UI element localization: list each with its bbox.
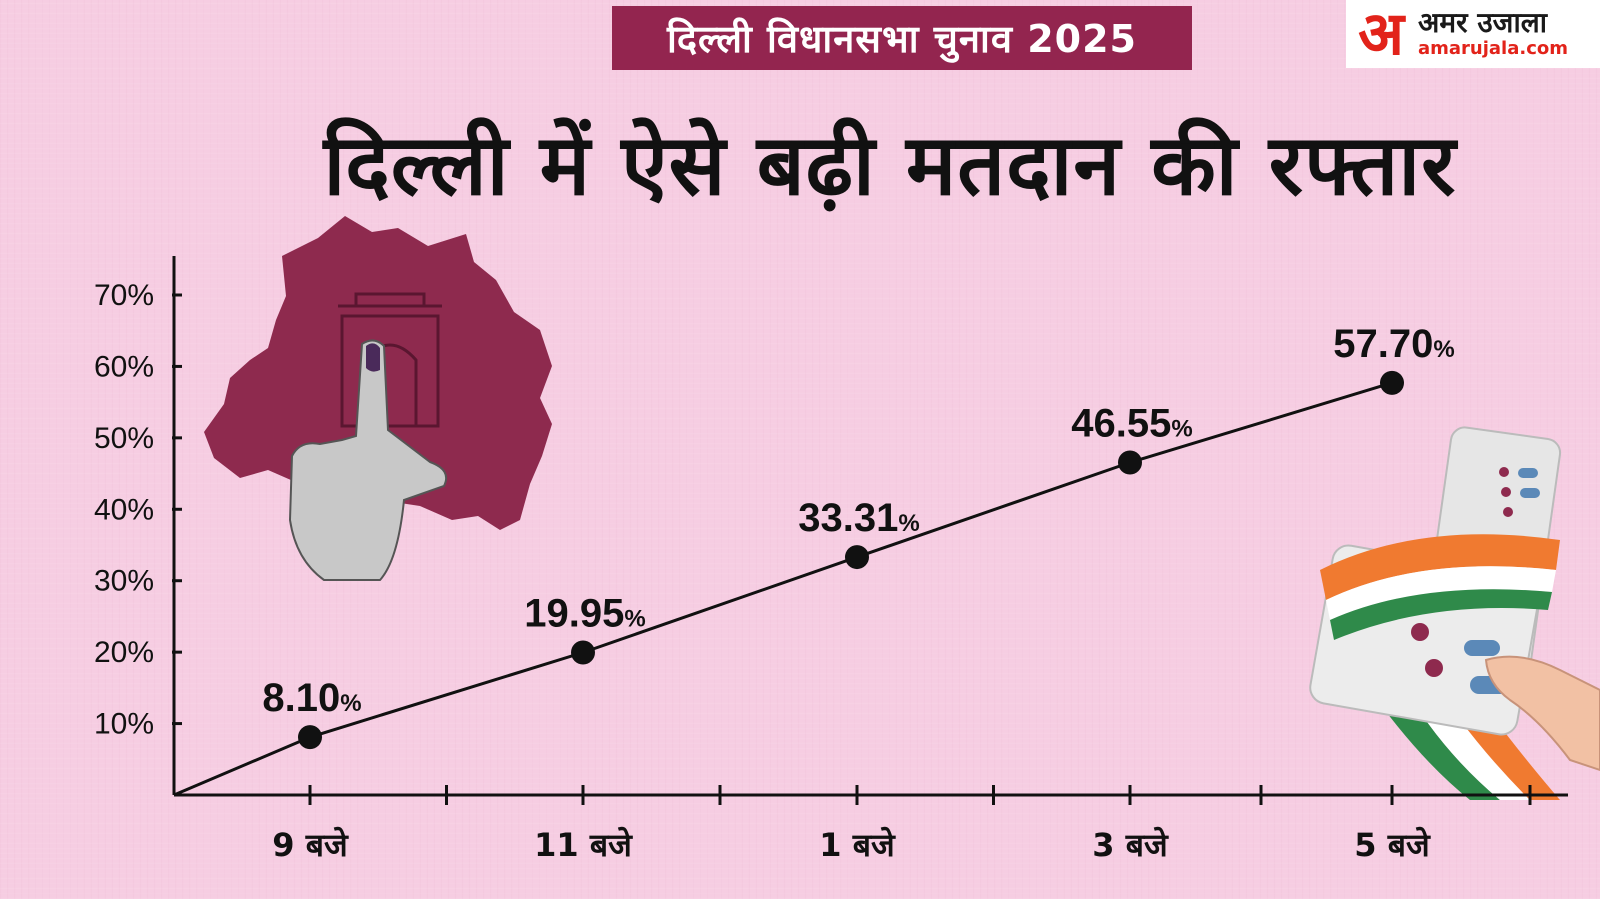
evm-illustration xyxy=(1309,426,1600,800)
y-tick-label: 70% xyxy=(94,279,154,312)
inked-finger-icon xyxy=(288,339,448,581)
y-tick-label: 30% xyxy=(94,565,154,598)
y-tick-label: 40% xyxy=(94,493,154,526)
y-tick-label: 50% xyxy=(94,422,154,455)
x-tick-label: 9 बजे xyxy=(272,826,349,864)
data-label: 46.55% xyxy=(1071,402,1192,446)
page-title: दिल्ली में ऐसे बढ़ी मतदान की रफ्तार xyxy=(323,116,1457,214)
banner-title: दिल्ली विधानसभा चुनाव 2025 xyxy=(667,17,1137,61)
data-label: 8.10% xyxy=(262,676,361,720)
turnout-line xyxy=(173,381,1393,797)
logo-name: अमर उजाला xyxy=(1418,6,1547,39)
data-label: 33.31% xyxy=(798,496,919,540)
data-point xyxy=(571,640,595,665)
x-tick-label: 5 बजे xyxy=(1354,826,1431,864)
data-point xyxy=(298,725,322,750)
y-tick-label: 60% xyxy=(94,350,154,383)
y-tick-label: 20% xyxy=(94,636,154,669)
data-point xyxy=(845,545,869,570)
delhi-map-illustration xyxy=(204,216,552,581)
data-label: 57.70% xyxy=(1333,322,1454,366)
x-axis-ticks: 9 बजे 11 बजे 1 बजे 3 बजे 5 बजे xyxy=(272,785,1532,864)
top-banner: दिल्ली विधानसभा चुनाव 2025 xyxy=(612,6,1192,70)
data-point xyxy=(1118,450,1142,475)
amar-ujala-logo[interactable]: अ अमर उजाला amarujala.com xyxy=(1346,0,1600,68)
logo-url: amarujala.com xyxy=(1418,38,1569,59)
logo-mark-icon: अ xyxy=(1358,0,1404,69)
x-tick-label: 1 बजे xyxy=(819,826,896,864)
evm-red-buttons xyxy=(1411,467,1513,677)
x-tick-label: 3 बजे xyxy=(1092,826,1169,864)
hand-pressing-icon xyxy=(1484,655,1600,772)
y-tick-label: 10% xyxy=(94,708,154,741)
data-points xyxy=(298,370,1404,750)
y-axis-ticks: 10% 20% 30% 40% 50% 60% 70% xyxy=(94,279,182,741)
data-point xyxy=(1380,370,1404,395)
data-labels: 8.10% 19.95% 33.31% 46.55% 57.70% xyxy=(262,322,1454,720)
data-label: 19.95% xyxy=(524,592,645,636)
x-tick-label: 11 बजे xyxy=(534,826,633,864)
